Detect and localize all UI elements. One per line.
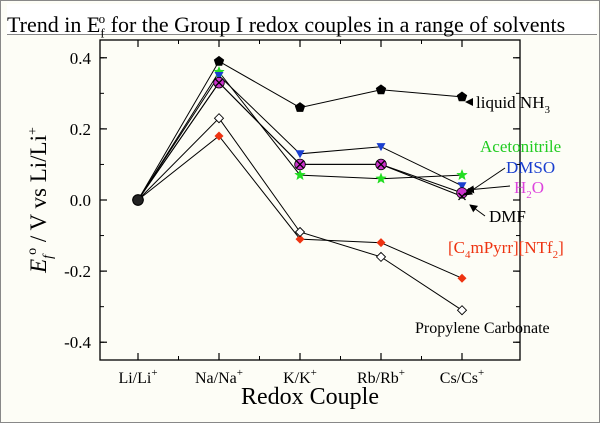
- data-point: [375, 251, 387, 263]
- data-point: [213, 55, 225, 66]
- data-point-stroke: [296, 160, 304, 169]
- data-point: [375, 84, 387, 95]
- x-tick-label: Cs/Cs+: [440, 367, 484, 387]
- series-line: [137, 60, 463, 201]
- data-point: [457, 273, 467, 283]
- data-point-stroke: [215, 78, 223, 87]
- data-point: [295, 150, 305, 159]
- series-label-text: Acetonitrile: [480, 137, 561, 156]
- series-label-sub: 4: [465, 249, 471, 261]
- x-tick-label: Rb/Rb+: [357, 367, 405, 387]
- y-tick-label: 0.0: [70, 191, 91, 210]
- title-sub: f: [100, 25, 105, 41]
- series-label-sub: 2: [526, 189, 532, 201]
- x-tick-label-sup: +: [237, 367, 243, 379]
- x-tick-label-base: Rb/Rb: [357, 370, 399, 387]
- y-axis-label-sup: o: [25, 248, 40, 255]
- series-label: [C4mPyrr][NTf2]: [448, 238, 564, 261]
- series-line: [137, 117, 463, 311]
- y-axis-label-rest: / V vs Li/Li: [26, 135, 51, 248]
- series-label-sub: 2: [553, 249, 559, 261]
- series-label-text: Propylene Carbonate: [415, 320, 550, 337]
- data-point: [456, 305, 468, 316]
- series-line: [137, 81, 463, 201]
- series-label-text: ]: [558, 238, 564, 257]
- title-sup: o: [98, 11, 106, 26]
- label-arrow: [466, 185, 511, 194]
- data-point-stroke: [377, 160, 385, 169]
- title-suffix: for the Group I redox couples in a range…: [105, 12, 566, 37]
- y-tick-label: -0.4: [64, 333, 91, 352]
- data-point: [296, 160, 304, 169]
- data-point: [375, 172, 387, 184]
- x-tick-label-base: Cs/Cs: [440, 370, 478, 387]
- y-axis-label: Efo / V vs Li/Li+: [25, 127, 56, 274]
- title-prefix: Trend in E: [7, 12, 101, 37]
- data-point: [377, 160, 385, 169]
- series-label: DMSO: [506, 158, 555, 177]
- series-label-text: O: [532, 178, 544, 197]
- label-arrow: [464, 167, 506, 196]
- series-label-text: [C: [448, 238, 465, 257]
- x-tick-label: Na/Na+: [195, 367, 243, 387]
- x-tick-label-sup: +: [151, 367, 157, 379]
- series-label-text: DMF: [489, 207, 526, 226]
- series-label: Propylene Carbonate: [415, 320, 550, 337]
- series-line: [137, 71, 463, 201]
- data-point: [213, 113, 225, 124]
- y-axis-label-e: E: [26, 259, 51, 274]
- x-tick-label-base: Na/Na: [195, 370, 237, 387]
- data-point: [376, 143, 386, 152]
- data-point: [295, 234, 305, 244]
- x-tick-label-base: K/K: [283, 370, 311, 387]
- series-label: Acetonitrile: [480, 137, 561, 156]
- reference-point: [132, 194, 144, 206]
- series-label-text: liquid NH: [476, 93, 544, 112]
- label-arrow: [469, 204, 486, 217]
- x-tick-label: Li/Li+: [118, 367, 157, 387]
- y-axis-label-plus: +: [26, 127, 41, 135]
- data-point: [294, 226, 306, 238]
- data-point: [456, 91, 468, 102]
- data-point: [294, 102, 306, 112]
- y-tick-label: -0.2: [64, 262, 91, 281]
- data-point: [214, 131, 224, 141]
- y-tick-label: 0.4: [70, 49, 92, 68]
- series-line: [137, 81, 463, 201]
- data-point: [456, 168, 468, 181]
- series-line: [137, 74, 463, 201]
- x-tick-label-sup: +: [311, 367, 317, 379]
- series-label-text: DMSO: [506, 158, 555, 177]
- y-tick-label: 0.2: [70, 120, 91, 139]
- series-label-sub: 3: [544, 104, 550, 116]
- series-label: H2O: [514, 178, 544, 201]
- data-point: [294, 168, 306, 181]
- series-label: DMF: [489, 207, 526, 226]
- y-axis-label-sub: f: [41, 253, 56, 259]
- series-label-text: mPyrr][NTf: [471, 238, 553, 257]
- data-point: [215, 78, 223, 87]
- series-label-text: H: [514, 178, 526, 197]
- data-point: [214, 72, 224, 81]
- data-point: [376, 238, 386, 248]
- x-tick-label: K/K+: [283, 367, 317, 387]
- data-point: [457, 182, 467, 191]
- x-axis-label: Redox Couple: [241, 384, 379, 410]
- series-label: liquid NH3: [476, 93, 550, 116]
- x-tick-label-base: Li/Li: [118, 370, 151, 387]
- x-tick-label-sup: +: [399, 367, 405, 379]
- x-tick-label-sup: +: [478, 367, 484, 379]
- page-title: Trend in Efo for the Group I redox coupl…: [7, 4, 597, 40]
- plot-area-frame: [99, 39, 521, 361]
